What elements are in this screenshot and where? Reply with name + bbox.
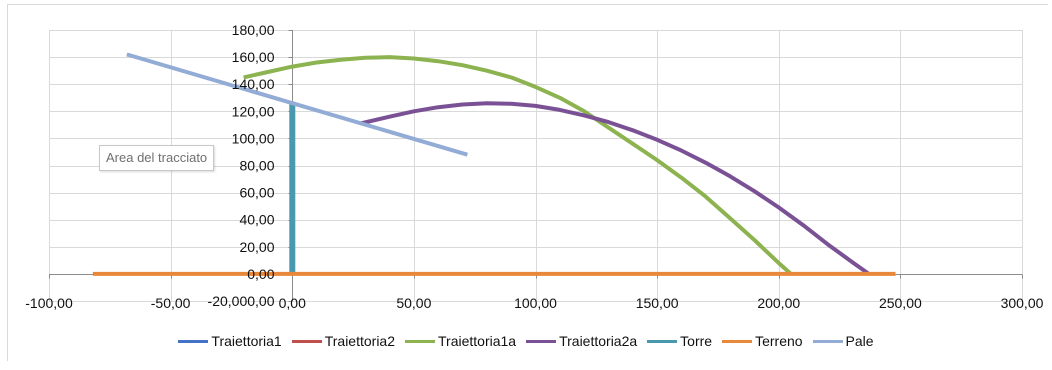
series-line-traiettoria1a	[243, 55, 793, 276]
legend-item: Torre	[647, 333, 712, 349]
y-tick-label: 180,00	[232, 22, 275, 38]
legend-swatch	[647, 339, 678, 343]
x-tick-label: 100,00	[514, 295, 557, 311]
legend-label: Terreno	[755, 333, 803, 349]
legend-label: Traiettoria2a	[559, 333, 638, 349]
legend-swatch	[178, 339, 209, 343]
x-tick-label: 250,00	[879, 295, 922, 311]
x-tick-label: 0,00	[279, 295, 306, 311]
tick-labels: -20,000,000,0020,0040,0060,0080,00100,00…	[25, 22, 1043, 311]
legend-label: Torre	[680, 333, 713, 349]
legend-swatch	[405, 339, 436, 343]
legend-label: Traiettoria1	[211, 333, 282, 349]
y-tick-label: 60,00	[239, 185, 274, 201]
legend-label: Pale	[845, 333, 874, 349]
x-tick-label: 300,00	[1001, 295, 1044, 311]
data-series	[92, 52, 896, 276]
y-tick-label: 160,00	[232, 49, 275, 65]
y-tick-label: 20,00	[239, 239, 274, 255]
legend-label: Traiettoria2	[324, 333, 396, 349]
y-tick-label: 140,00	[232, 76, 275, 92]
legend-swatch	[291, 339, 322, 343]
x-tick-label: -50,00	[151, 295, 191, 311]
y-tick-label: 40,00	[239, 212, 274, 228]
legend-item: Traiettoria1a	[405, 333, 516, 349]
series-line-pale	[126, 52, 468, 157]
legend-item: Traiettoria2a	[526, 333, 637, 349]
x-tick-label: 50,00	[396, 295, 431, 311]
y-tick-label: 0,00	[247, 266, 274, 282]
legend-item: Terreno	[722, 333, 803, 349]
series-line-traiettoria2a	[359, 101, 870, 276]
legend-item: Pale	[812, 333, 874, 349]
legend-item: Traiettoria1	[178, 333, 282, 349]
y-tick-label: 100,00	[232, 130, 275, 146]
plot-area-tooltip: Area del tracciato	[99, 145, 215, 171]
x-tick-label: -100,00	[25, 295, 73, 311]
legend-label: Traiettoria1a	[438, 333, 517, 349]
legend: Traiettoria1 Traiettoria2 Traiettoria1a Tra…	[0, 331, 1052, 351]
y-tick-label: -20,000,00	[208, 293, 275, 309]
legend-item: Traiettoria2	[291, 333, 396, 349]
x-tick-label: 150,00	[636, 295, 679, 311]
x-tick-label: 200,00	[757, 295, 800, 311]
legend-swatch	[812, 339, 843, 343]
legend-swatch	[722, 339, 753, 343]
legend-swatch	[526, 339, 557, 343]
y-tick-label: 120,00	[232, 103, 275, 119]
y-tick-label: 80,00	[239, 158, 274, 174]
